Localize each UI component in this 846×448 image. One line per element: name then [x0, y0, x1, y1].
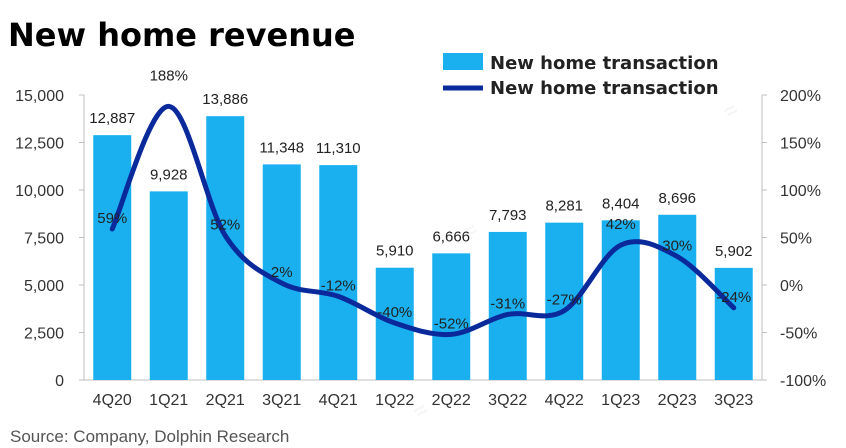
line-value-label: 52%	[210, 217, 240, 234]
x-tick-label: 1Q23	[601, 392, 640, 409]
watermark-logo-2: ≈	[719, 97, 743, 124]
bar-value-label: 5,902	[715, 243, 753, 260]
legend: New home transaction New home transactio…	[443, 53, 719, 99]
x-tick-label: 1Q22	[375, 392, 414, 409]
y-left-tick-label: 12,500	[15, 136, 64, 153]
bar-value-label: 6,666	[432, 228, 470, 245]
y-right-tick-label: 150%	[780, 136, 821, 153]
x-tick-label: 3Q23	[714, 392, 753, 409]
bar	[262, 164, 301, 380]
line-series	[109, 103, 737, 338]
x-tick-label: 2Q22	[432, 392, 471, 409]
x-tick-label: 4Q22	[545, 392, 584, 409]
bar	[206, 116, 245, 380]
axes: 0 2,500 5,000 7,500 10,000 12,500 15,000 -100% -…	[15, 88, 826, 409]
bar-value-label: 8,696	[658, 190, 696, 207]
bar	[714, 267, 753, 380]
y-right-tick-label: 0%	[780, 278, 803, 295]
y-left-tick-label: 0	[55, 373, 64, 390]
bar-value-label: 12,887	[89, 110, 135, 127]
bar-value-label: 9,928	[150, 166, 188, 183]
x-tick-label: 1Q21	[149, 392, 188, 409]
bar	[93, 135, 132, 380]
bar-value-label: 7,793	[489, 207, 527, 224]
bar	[432, 253, 471, 380]
legend-label-bar: New home transaction	[490, 53, 719, 74]
bar-series	[93, 116, 753, 380]
line-value-label: 30%	[662, 238, 692, 255]
x-tick-label: 4Q21	[319, 392, 358, 409]
bar-value-label: 13,886	[202, 91, 248, 108]
line-value-label: 2%	[271, 264, 293, 281]
x-tick-label: 3Q21	[262, 392, 301, 409]
y-left-tick-label: 5,000	[24, 278, 64, 295]
x-tick-label: 2Q21	[206, 392, 245, 409]
line-value-label: -52%	[434, 315, 469, 332]
bar-value-label: 5,910	[376, 243, 414, 260]
bar	[488, 231, 527, 380]
x-tick-label: 2Q23	[658, 392, 697, 409]
line-value-label: -31%	[490, 295, 525, 312]
growth-line	[109, 103, 737, 338]
y-right-tick-label: 50%	[780, 231, 812, 248]
legend-swatch-bar	[443, 53, 483, 70]
y-right-tick-label: 100%	[780, 183, 821, 200]
bar-value-label: 8,404	[602, 195, 640, 212]
legend-label-line: New home transaction	[490, 78, 719, 99]
bar-value-label: 11,310	[316, 140, 361, 157]
bar	[319, 165, 358, 380]
chart-title: New home revenue	[8, 16, 355, 54]
bar	[149, 191, 188, 380]
x-tick-label: 4Q20	[93, 392, 132, 409]
line-value-label: 42%	[606, 216, 636, 233]
y-left-tick-label: 10,000	[15, 183, 64, 200]
bar-value-label: 8,281	[545, 198, 583, 215]
y-left-tick-label: 15,000	[15, 88, 64, 105]
y-right-tick-label: -100%	[780, 373, 826, 390]
line-value-label: 59%	[97, 210, 127, 227]
line-value-label: -27%	[547, 292, 582, 309]
line-value-label: -40%	[377, 304, 412, 321]
x-tick-label: 3Q22	[488, 392, 527, 409]
y-right-tick-label: -50%	[780, 326, 817, 343]
bar-value-label: 11,348	[259, 139, 304, 156]
y-right-tick-label: 200%	[780, 88, 821, 105]
y-left-tick-label: 7,500	[24, 231, 64, 248]
bar	[658, 214, 697, 380]
source-note: Source: Company, Dolphin Research	[10, 427, 289, 446]
data-labels: 12,887 9,928 13,886 11,348 11,310 5,910 6,666 7…	[89, 67, 752, 332]
line-value-label: -24%	[716, 289, 751, 306]
line-value-label: -12%	[321, 277, 356, 294]
watermark: ≈≈≈≈≈	[109, 97, 743, 424]
line-value-label: 188%	[150, 67, 188, 84]
y-left-tick-label: 2,500	[24, 326, 64, 343]
